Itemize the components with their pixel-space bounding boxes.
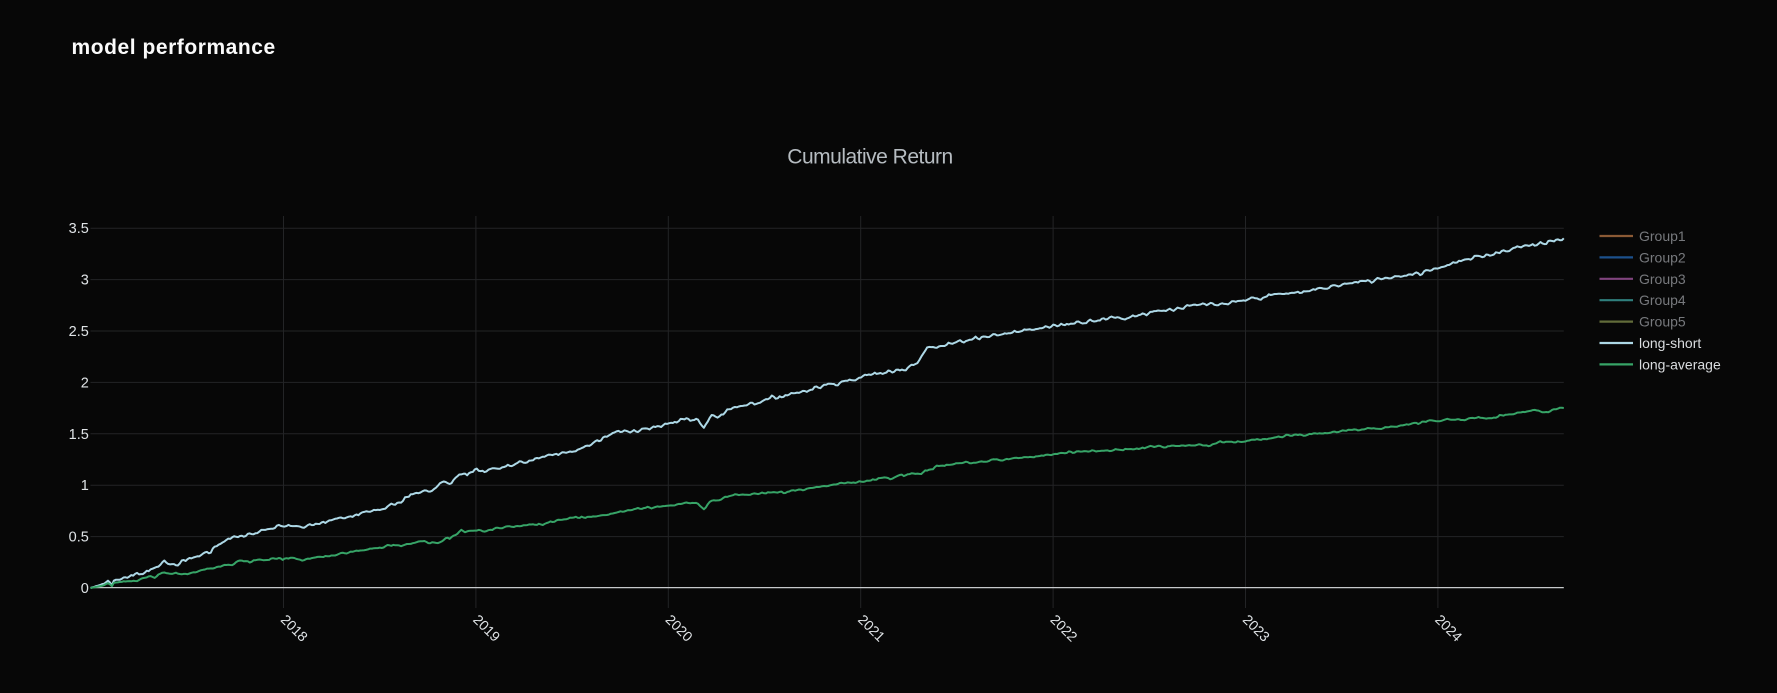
svg-text:Group4: Group4 (1639, 292, 1686, 308)
svg-text:2.5: 2.5 (69, 324, 89, 340)
svg-text:1.5: 1.5 (69, 427, 89, 443)
svg-text:0: 0 (81, 581, 89, 597)
svg-text:0.5: 0.5 (69, 530, 89, 546)
svg-text:1: 1 (81, 478, 89, 494)
svg-text:3.5: 3.5 (69, 221, 89, 237)
svg-text:Group1: Group1 (1639, 228, 1686, 244)
svg-text:Group3: Group3 (1639, 271, 1686, 287)
svg-text:3: 3 (81, 273, 89, 289)
svg-text:Cumulative Return: Cumulative Return (787, 146, 952, 169)
svg-text:long-average: long-average (1639, 356, 1721, 372)
svg-text:long-short: long-short (1639, 335, 1701, 351)
svg-text:2: 2 (81, 375, 89, 391)
svg-text:Group2: Group2 (1639, 249, 1686, 265)
svg-text:model performance: model performance (72, 36, 276, 59)
svg-text:Group5: Group5 (1639, 314, 1686, 330)
